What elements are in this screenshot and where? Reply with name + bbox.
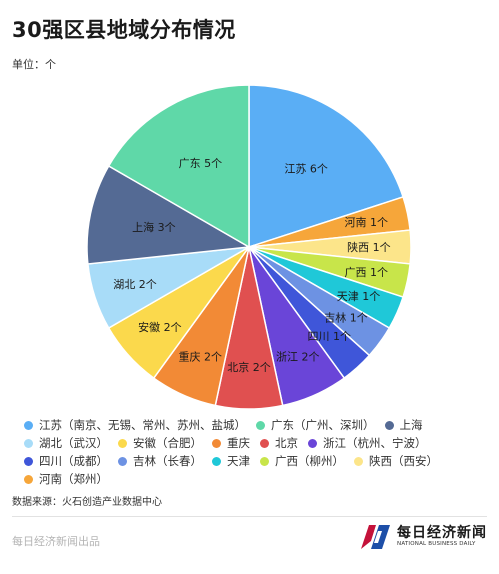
legend-label-3: 湖北（武汉）: [39, 436, 108, 450]
legend-label-4: 安徽（合肥）: [133, 436, 202, 450]
legend-swatch-11: [260, 456, 269, 466]
data-source: 数据来源：火石创造产业数据中心: [12, 497, 162, 508]
slice-label-2: 陕西 1个: [347, 240, 391, 254]
legend-label-2: 上海: [399, 418, 423, 432]
legend-row-1: 湖北（武汉） 安徽（合肥） 重庆 北京 浙江（杭州、宁波）: [24, 434, 494, 452]
legend-row-3: 河南（郑州）: [24, 470, 494, 488]
legend-label-10: 天津: [227, 454, 250, 468]
slice-label-5: 吉林 1个: [324, 310, 368, 324]
brand-logo: 每日经济新闻 NATIONAL BUSINESS DAILY: [359, 521, 487, 551]
legend-label-9: 吉林（长春）: [133, 454, 202, 468]
legend-label-8: 四川（成都）: [39, 454, 108, 468]
legend-label-1: 广东（广州、深圳）: [271, 418, 375, 432]
pie-slice-12: [86, 164, 252, 265]
legend-swatch-7: [308, 438, 317, 448]
slice-label-1: 河南 1个: [345, 216, 389, 229]
legend-swatch-0: [24, 420, 33, 430]
divider: [12, 516, 487, 517]
legend-label-5: 重庆: [227, 436, 250, 450]
legend-item-7: 浙江（杭州、宁波）: [308, 435, 427, 451]
pie-slice-0: [248, 84, 405, 249]
slice-label-6: 四川 1个: [307, 330, 351, 343]
legend-item-10: 天津: [212, 453, 250, 469]
legend-label-6: 北京: [275, 436, 298, 450]
legend-swatch-3: [24, 438, 33, 448]
unit-label: 单位：个: [12, 58, 56, 71]
legend-item-13: 河南（郑州）: [24, 471, 108, 487]
slice-label-0: 江苏 6个: [284, 162, 328, 175]
legend-label-11: 广西（柳州）: [275, 454, 344, 468]
legend-item-9: 吉林（长春）: [118, 453, 202, 469]
slice-label-8: 北京 2个: [227, 360, 271, 374]
legend-item-2: 上海: [384, 417, 423, 433]
legend-item-5: 重庆: [212, 435, 250, 451]
legend-item-4: 安徽（合肥）: [118, 435, 202, 451]
slice-label-10: 安徽 2个: [138, 320, 182, 334]
slice-label-4: 天津 1个: [337, 290, 381, 303]
legend-swatch-10: [212, 456, 221, 466]
chart-title: 30强区县地域分布情况: [12, 18, 236, 42]
legend-swatch-8: [24, 456, 33, 466]
legend-swatch-12: [354, 456, 363, 466]
slice-label-3: 广西 1个: [345, 266, 389, 279]
legend-item-6: 北京: [260, 435, 298, 451]
brand-name-en: NATIONAL BUSINESS DAILY: [397, 540, 476, 547]
legend-row-2: 四川（成都） 吉林（长春） 天津 广西（柳州） 陕西（西安）: [24, 452, 494, 470]
pie-slice-13: [107, 84, 250, 249]
legend-row-0: 江苏（南京、无锡、常州、苏州、盐城） 广东（广州、深圳） 上海: [24, 416, 494, 434]
footer-credit: 每日经济新闻出品: [12, 535, 100, 548]
legend-item-12: 陕西（西安）: [354, 453, 438, 469]
legend-swatch-2: [384, 420, 394, 430]
legend-swatch-1: [256, 420, 265, 430]
legend-swatch-4: [118, 438, 127, 448]
slice-label-13: 广东 5个: [179, 157, 223, 170]
legend-item-11: 广西（柳州）: [260, 453, 344, 469]
legend-label-12: 陕西（西安）: [369, 454, 438, 468]
slice-label-11: 湖北 2个: [113, 278, 157, 291]
legend-swatch-9: [118, 456, 127, 466]
legend-item-3: 湖北（武汉）: [24, 435, 108, 451]
nbd-logo-icon: [361, 525, 390, 549]
chart-legend: 江苏（南京、无锡、常州、苏州、盐城） 广东（广州、深圳） 上海湖北（武汉） 安徽（合肥…: [24, 416, 494, 488]
legend-swatch-6: [260, 438, 269, 448]
legend-label-13: 河南（郑州）: [39, 472, 108, 486]
legend-swatch-13: [24, 474, 33, 484]
legend-swatch-5: [212, 438, 221, 448]
legend-label-7: 浙江（杭州、宁波）: [323, 436, 427, 450]
brand-name-cn: 每日经济新闻: [397, 524, 487, 541]
slice-label-9: 重庆 2个: [178, 350, 222, 364]
slice-label-7: 浙江 2个: [276, 351, 320, 364]
legend-item-0: 江苏（南京、无锡、常州、苏州、盐城）: [24, 417, 246, 433]
legend-item-1: 广东（广州、深圳）: [256, 417, 375, 433]
slice-label-12: 上海 3个: [132, 220, 176, 234]
legend-label-0: 江苏（南京、无锡、常州、苏州、盐城）: [39, 418, 246, 432]
legend-item-8: 四川（成都）: [24, 453, 108, 469]
